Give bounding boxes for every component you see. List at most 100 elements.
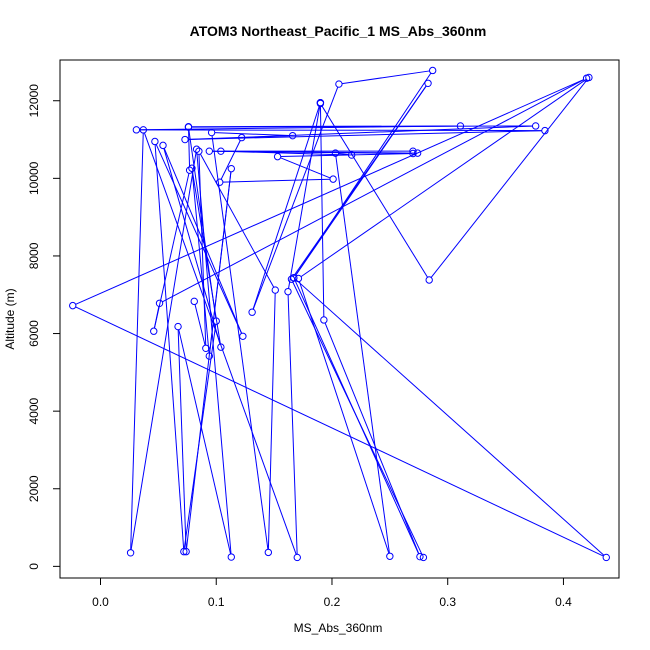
data-point	[585, 73, 593, 82]
series-segment	[295, 72, 432, 276]
series-segment	[244, 135, 290, 138]
data-point	[413, 149, 422, 157]
data-point	[425, 276, 433, 284]
series-segment	[321, 105, 428, 278]
data-point	[273, 152, 282, 161]
series-segment	[196, 152, 232, 554]
y-tick-label: 6000	[27, 320, 41, 347]
data-point	[264, 548, 273, 557]
series-segment	[252, 105, 320, 310]
series-segment	[319, 105, 325, 317]
x-tick-label: 0.3	[439, 595, 456, 609]
data-point	[190, 297, 198, 306]
data-point	[409, 149, 417, 158]
data-point	[416, 552, 424, 561]
data-point	[531, 122, 540, 130]
series-segment	[178, 329, 232, 555]
series-segment	[191, 171, 210, 353]
data-point	[386, 552, 394, 560]
data-point	[227, 164, 235, 173]
series-segment	[130, 152, 197, 550]
data-point	[195, 147, 203, 155]
data-point	[248, 308, 256, 316]
series-segment	[267, 293, 276, 550]
x-tick-label: 0.0	[92, 595, 109, 609]
series-segment	[130, 133, 144, 550]
data-point	[217, 343, 225, 351]
y-tick-label: 0	[27, 563, 41, 570]
y-axis: 0 2000 4000 6000 8000 10000 12000	[27, 84, 61, 570]
y-tick-label: 4000	[27, 397, 41, 424]
series-segment	[287, 294, 298, 555]
data-point	[541, 126, 549, 135]
data-point	[155, 299, 164, 307]
series-segment	[430, 79, 588, 278]
data-point	[217, 147, 225, 155]
data-point	[602, 553, 610, 562]
data-point	[202, 344, 210, 352]
y-tick-label: 8000	[27, 242, 41, 269]
data-point	[69, 301, 77, 310]
data-point	[409, 147, 417, 155]
series-segment	[153, 173, 190, 329]
x-tick-label: 0.1	[208, 595, 225, 609]
series-segment	[194, 304, 206, 346]
y-axis-label: Altitude (m)	[3, 288, 17, 349]
data-point	[316, 99, 325, 108]
data-point	[331, 149, 340, 157]
data-point	[271, 286, 279, 294]
series-segment	[155, 144, 243, 334]
series-segment	[177, 329, 187, 549]
series-points	[69, 66, 610, 562]
data-point	[216, 178, 224, 186]
data-point	[185, 166, 194, 174]
data-point	[181, 135, 189, 144]
series-segment	[75, 79, 584, 305]
series-segment	[295, 85, 427, 276]
data-point	[284, 287, 292, 296]
data-point	[150, 327, 158, 335]
series-segment	[163, 148, 243, 334]
series-segment	[188, 129, 191, 168]
series-segment	[335, 156, 390, 554]
data-point	[424, 79, 432, 87]
data-point	[456, 122, 465, 130]
data-point	[126, 549, 135, 557]
series-segment	[324, 322, 420, 554]
series-segment	[162, 79, 584, 303]
data-point	[212, 317, 220, 325]
series-segment	[198, 154, 207, 346]
series-segment	[220, 140, 241, 180]
data-point	[139, 126, 148, 134]
series-segment	[295, 279, 605, 556]
data-point	[174, 322, 182, 331]
series-segment	[188, 130, 542, 140]
series-segment	[75, 306, 604, 557]
data-point	[335, 80, 343, 88]
series-segment	[280, 153, 410, 158]
series-segment	[294, 280, 420, 554]
series-segment	[222, 178, 330, 183]
series-segment	[214, 132, 290, 137]
data-point	[151, 137, 159, 146]
series-segment	[139, 129, 542, 132]
x-axis-label: MS_Abs_360nm	[294, 621, 383, 635]
y-tick-label: 10000	[27, 161, 41, 195]
data-point	[132, 126, 141, 134]
data-point	[192, 145, 201, 153]
series-segment	[199, 153, 275, 288]
series-segment	[300, 78, 587, 278]
x-tick-label: 0.4	[555, 595, 572, 609]
data-point	[290, 273, 298, 282]
data-point	[419, 553, 428, 562]
data-point	[227, 553, 235, 561]
data-point	[182, 547, 190, 556]
data-point	[347, 151, 356, 159]
series-segment	[183, 324, 217, 549]
series-segment	[212, 150, 410, 154]
data-point	[329, 175, 337, 183]
data-point	[205, 352, 213, 360]
data-point	[207, 128, 216, 137]
